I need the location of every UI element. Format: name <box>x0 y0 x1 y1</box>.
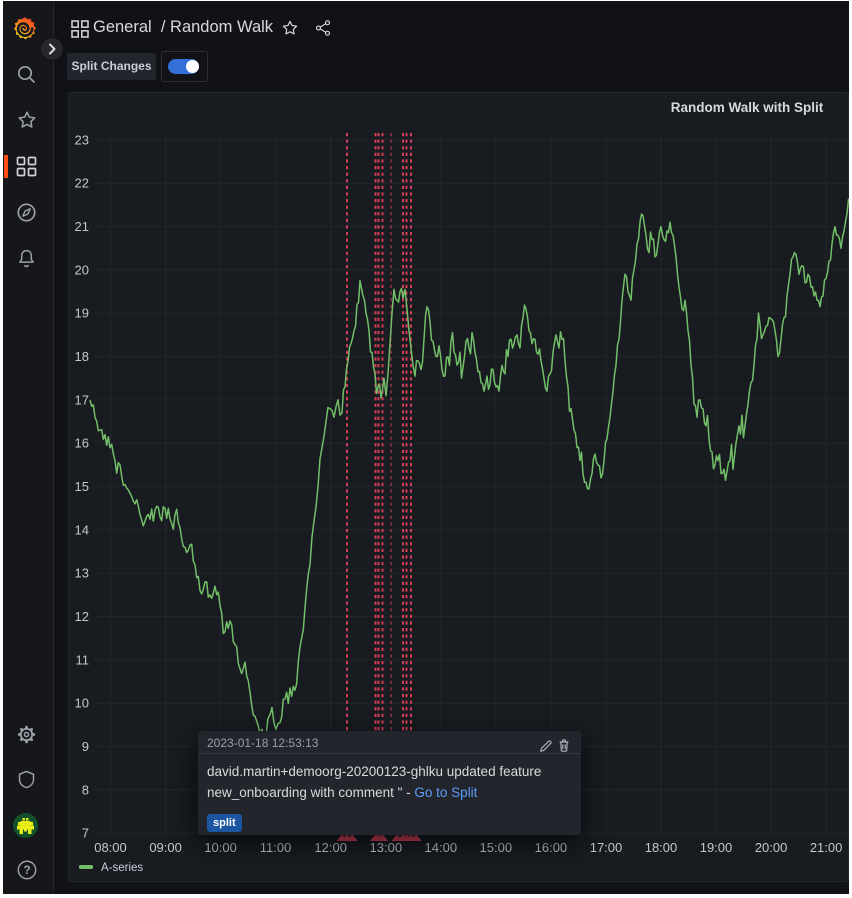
svg-text:12:00: 12:00 <box>314 840 347 855</box>
svg-text:20:00: 20:00 <box>755 840 788 855</box>
svg-text:13:00: 13:00 <box>370 840 403 855</box>
svg-text:16:00: 16:00 <box>535 840 568 855</box>
svg-text:22: 22 <box>75 176 89 191</box>
svg-text:A-series: A-series <box>101 862 143 874</box>
svg-text:17:00: 17:00 <box>590 840 623 855</box>
svg-text:09:00: 09:00 <box>149 840 182 855</box>
svg-text:23: 23 <box>75 132 89 147</box>
svg-text:11:00: 11:00 <box>260 840 292 855</box>
svg-text:9: 9 <box>82 739 89 754</box>
svg-text:13: 13 <box>75 566 89 581</box>
svg-text:19:00: 19:00 <box>700 840 733 855</box>
svg-text:14: 14 <box>75 522 89 537</box>
svg-text:20: 20 <box>75 262 89 277</box>
svg-text:15: 15 <box>75 479 89 494</box>
svg-text:?: ? <box>23 863 30 877</box>
svg-text:10: 10 <box>75 696 89 711</box>
svg-text:7: 7 <box>82 826 89 841</box>
svg-text:12: 12 <box>75 609 89 624</box>
svg-text:8: 8 <box>82 782 89 797</box>
svg-text:19: 19 <box>75 306 89 321</box>
svg-text:17: 17 <box>75 392 89 407</box>
svg-text:16: 16 <box>75 436 89 451</box>
svg-text:21: 21 <box>75 219 89 234</box>
svg-text:21:00: 21:00 <box>810 840 843 855</box>
svg-text:18:00: 18:00 <box>645 840 678 855</box>
svg-text:18: 18 <box>75 349 89 364</box>
svg-text:10:00: 10:00 <box>204 840 237 855</box>
svg-text:14:00: 14:00 <box>425 840 458 855</box>
svg-text:11: 11 <box>76 652 90 667</box>
svg-text:15:00: 15:00 <box>480 840 513 855</box>
svg-text:08:00: 08:00 <box>94 840 127 855</box>
